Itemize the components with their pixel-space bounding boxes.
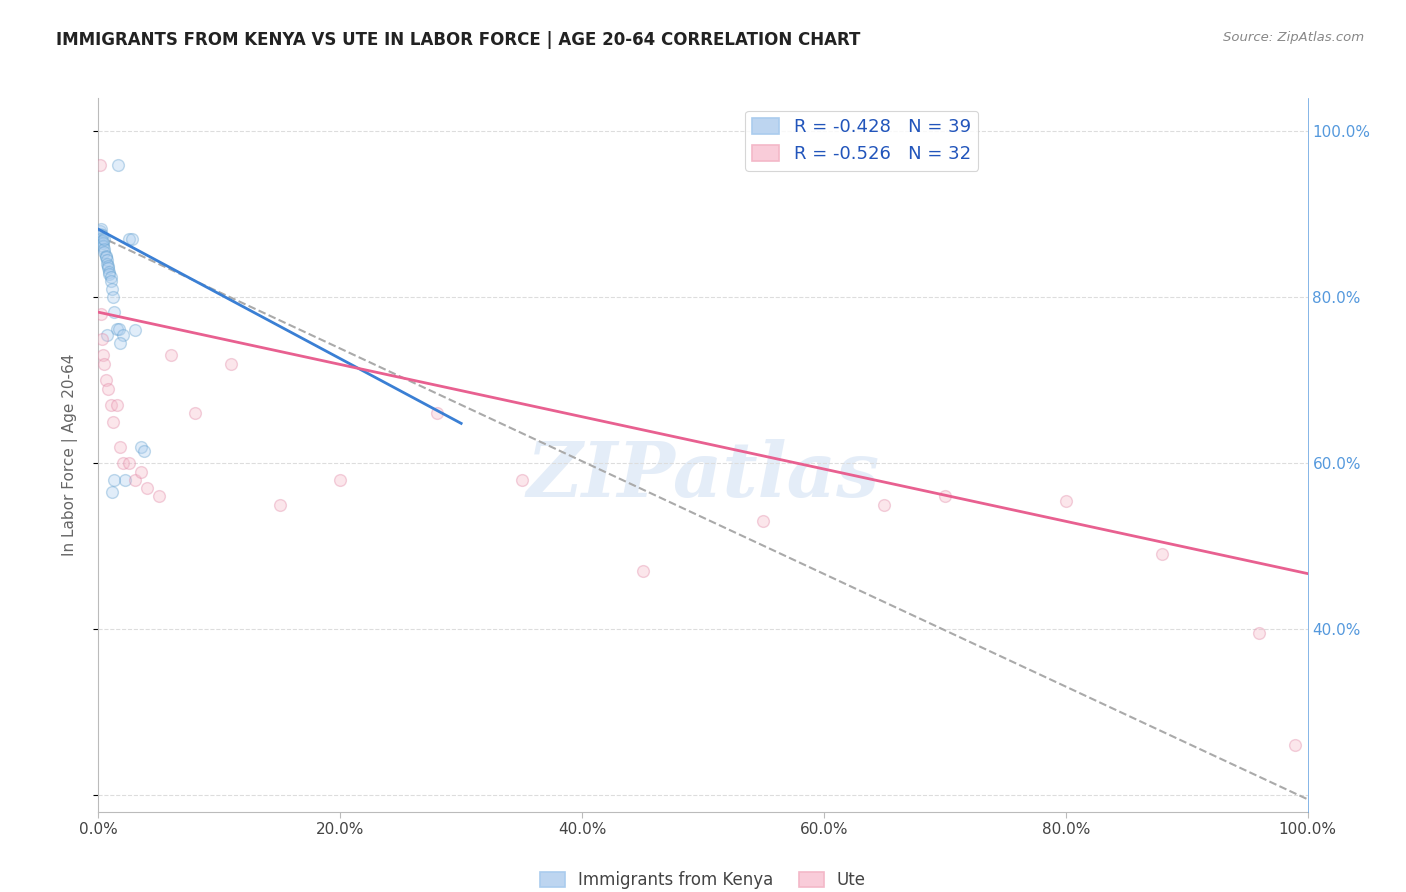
- Point: [97, 382, 120, 396]
- Point: [91, 234, 114, 248]
- Point: [631, 564, 654, 578]
- Text: ZIPatlas: ZIPatlas: [526, 440, 880, 513]
- Point: [124, 473, 146, 487]
- Point: [100, 398, 122, 412]
- Point: [114, 473, 136, 487]
- Point: [91, 227, 114, 242]
- Point: [101, 415, 124, 429]
- Text: Source: ZipAtlas.com: Source: ZipAtlas.com: [1223, 31, 1364, 45]
- Point: [329, 473, 352, 487]
- Point: [111, 456, 134, 470]
- Point: [426, 406, 449, 420]
- Point: [510, 473, 533, 487]
- Point: [98, 265, 121, 279]
- Point: [100, 485, 122, 500]
- Point: [105, 322, 128, 336]
- Point: [91, 332, 114, 346]
- Point: [129, 465, 152, 479]
- Point: [101, 290, 124, 304]
- Point: [100, 269, 122, 284]
- Point: [108, 322, 131, 336]
- Point: [1054, 493, 1077, 508]
- Point: [111, 327, 134, 342]
- Point: [97, 259, 120, 273]
- Point: [93, 232, 115, 246]
- Point: [160, 348, 183, 362]
- Point: [94, 373, 117, 387]
- Point: [1249, 626, 1271, 640]
- Point: [91, 236, 114, 251]
- Point: [96, 327, 118, 342]
- Point: [89, 227, 111, 242]
- Point: [91, 230, 114, 244]
- Point: [107, 157, 129, 171]
- Point: [96, 252, 118, 267]
- Point: [108, 440, 131, 454]
- Point: [1152, 548, 1174, 562]
- Point: [93, 242, 115, 256]
- Point: [98, 267, 121, 281]
- Point: [118, 456, 141, 470]
- Y-axis label: In Labor Force | Age 20-64: In Labor Force | Age 20-64: [62, 354, 77, 556]
- Point: [124, 323, 146, 337]
- Point: [100, 282, 122, 296]
- Point: [108, 335, 131, 350]
- Point: [91, 348, 114, 362]
- Point: [96, 257, 118, 271]
- Point: [90, 232, 112, 246]
- Point: [105, 398, 128, 412]
- Point: [934, 490, 956, 504]
- Point: [90, 222, 112, 236]
- Point: [97, 261, 120, 276]
- Point: [89, 157, 111, 171]
- Point: [91, 239, 114, 253]
- Point: [94, 251, 117, 265]
- Legend: Immigrants from Kenya, Ute: Immigrants from Kenya, Ute: [533, 865, 873, 892]
- Point: [118, 232, 141, 246]
- Point: [103, 473, 125, 487]
- Point: [134, 443, 156, 458]
- Point: [90, 307, 112, 321]
- Point: [184, 406, 207, 420]
- Point: [135, 481, 157, 495]
- Point: [103, 305, 125, 319]
- Point: [93, 357, 115, 371]
- Point: [221, 357, 243, 371]
- Point: [100, 274, 122, 288]
- Point: [269, 498, 291, 512]
- Point: [1284, 739, 1306, 753]
- Point: [873, 498, 896, 512]
- Point: [752, 514, 775, 528]
- Point: [121, 232, 143, 246]
- Point: [89, 224, 111, 238]
- Point: [94, 249, 117, 263]
- Point: [93, 244, 115, 259]
- Point: [129, 440, 152, 454]
- Point: [148, 490, 170, 504]
- Text: IMMIGRANTS FROM KENYA VS UTE IN LABOR FORCE | AGE 20-64 CORRELATION CHART: IMMIGRANTS FROM KENYA VS UTE IN LABOR FO…: [56, 31, 860, 49]
